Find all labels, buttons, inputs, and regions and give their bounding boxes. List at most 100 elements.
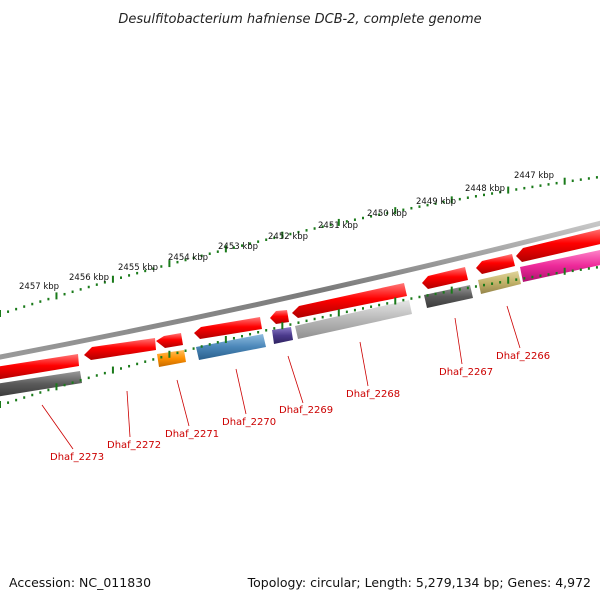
label-leader-lines [41,305,521,450]
gene-label[interactable]: Dhaf_2266 [496,351,550,362]
scale-label: 2451 kbp [318,221,358,231]
minor-tick [370,215,373,218]
minor-tick [216,250,219,253]
major-tick [281,322,284,330]
minor-tick [434,202,437,205]
minor-tick [474,195,477,198]
major-tick [111,275,114,283]
minor-tick [442,291,445,294]
minor-tick [547,183,550,186]
minor-tick [579,268,582,271]
minor-tick [120,367,122,370]
minor-tick [160,265,163,268]
minor-tick [474,285,477,288]
minor-tick [523,277,526,280]
minor-tick [31,302,34,306]
scale-label: 2448 kbp [465,184,505,194]
minor-tick [345,310,348,314]
gene-arrow-dhaf-2269[interactable] [270,310,289,324]
feature-bar-dark-gray-2[interactable] [424,285,473,308]
gene-arrow-dhaf-2266[interactable] [476,254,515,274]
minor-tick [241,334,243,338]
feature-bars [0,249,600,397]
minor-tick [321,315,324,319]
minor-tick [386,302,389,305]
minor-tick [515,188,518,191]
genome-backbone [0,220,600,360]
minor-tick [491,282,494,285]
minor-tick [160,355,163,359]
major-tick [224,245,227,253]
minor-tick [539,184,542,187]
gene-arrow-next[interactable] [516,228,600,262]
minor-tick [587,177,590,180]
major-tick [55,292,58,300]
gene-label[interactable]: Dhaf_2273 [50,452,104,463]
minor-tick [184,258,187,262]
gene-label[interactable]: Dhaf_2268 [346,389,400,400]
minor-tick [249,242,252,245]
gene-label[interactable]: Dhaf_2269 [279,405,333,416]
minor-tick [426,294,429,297]
minor-tick [353,308,356,312]
scale-label: 2457 kbp [19,282,59,292]
major-tick [507,276,510,284]
minor-tick [579,178,582,181]
gene-arrow-dhaf-2270[interactable] [194,317,262,339]
minor-tick [297,230,300,234]
minor-tick [555,271,558,275]
feature-bar-steel-blue[interactable] [196,334,266,360]
gene-label[interactable]: Dhaf_2272 [107,440,161,451]
minor-tick [378,303,381,307]
major-tick [450,286,453,294]
accession-text: Accession: NC_011830 [9,575,151,590]
major-tick [111,366,114,374]
minor-tick [63,383,66,387]
feature-bar-orange[interactable] [157,350,186,367]
minor-tick [515,278,518,281]
scale-label: 2456 kbp [69,273,109,283]
minor-tick [305,319,308,323]
feature-bar-magenta[interactable] [520,249,600,282]
minor-tick [95,374,98,377]
minor-tick [353,218,356,221]
minor-tick [47,297,50,301]
gene-arrow-dhaf-2272[interactable] [84,338,156,360]
major-tick [337,309,340,317]
minor-tick [200,345,203,348]
gene-arrow-dhaf-2268[interactable] [292,283,407,318]
major-tick [563,267,566,275]
minor-tick [345,220,348,223]
gene-label[interactable]: Dhaf_2270 [222,417,276,428]
minor-tick [313,227,316,230]
minor-tick [289,323,292,326]
minor-tick [587,267,590,270]
minor-tick [79,288,82,291]
minor-tick [241,244,243,247]
minor-tick [257,240,260,243]
gene-arrow-dhaf-2267[interactable] [422,267,468,289]
minor-tick [434,292,437,296]
minor-tick [128,364,131,368]
major-tick [224,336,227,344]
minor-tick [79,378,82,382]
minor-tick [370,305,373,308]
major-tick [563,177,566,185]
minor-tick [297,321,300,324]
gene-label[interactable]: Dhaf_2267 [439,367,493,378]
minor-tick [555,181,558,185]
gene-arrow-dhaf-2271[interactable] [156,333,183,348]
minor-tick [362,216,364,220]
minor-tick [402,208,405,212]
feature-bar-light-gray[interactable] [295,300,412,339]
minor-tick [184,349,187,352]
minor-tick [531,185,534,189]
gene-label[interactable]: Dhaf_2271 [165,429,219,440]
minor-tick [208,343,211,346]
feature-bar-indigo[interactable] [272,327,293,344]
gene-arrow-dhaf-2273[interactable] [0,354,79,380]
minor-tick [329,314,332,317]
feature-bar-dark-gray[interactable] [0,371,82,397]
minor-tick [305,229,308,232]
